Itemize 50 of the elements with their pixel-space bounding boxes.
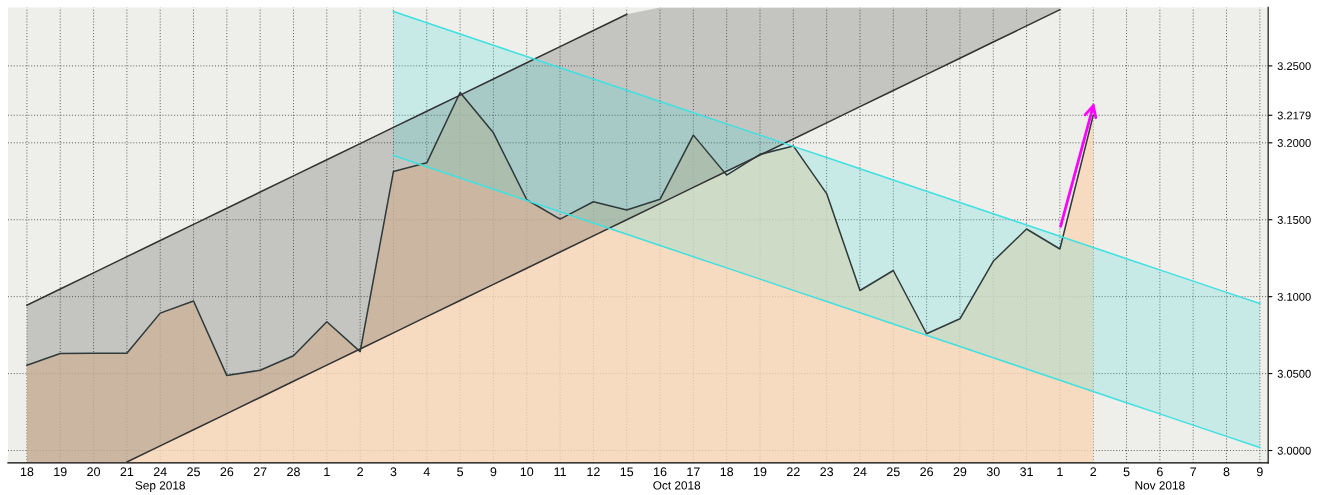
x-tick-label: 25 (187, 467, 200, 477)
x-tick-label: 2 (1090, 467, 1097, 477)
y-tick-label: 3.1500 (1277, 216, 1311, 224)
text: Nov 2018 (1135, 481, 1185, 490)
x-tick-label: 25 (886, 467, 900, 477)
line-series (392, 10, 1261, 305)
x-tick-label: 18 (720, 467, 734, 477)
x-tick-label: 22 (787, 467, 800, 477)
x-tick-label: 2 (357, 467, 363, 477)
x-tick-label: 3 (390, 467, 397, 477)
x-tick-label: 5 (1123, 467, 1130, 477)
x-tick-label: 20 (87, 467, 101, 477)
x-tick-label: 6 (1157, 467, 1163, 477)
x-tick-label: 19 (754, 467, 767, 477)
x-tick-label: 5 (457, 467, 464, 477)
y-tick-label: 3.0000 (1277, 446, 1311, 455)
x-tick-label: 10 (520, 467, 534, 477)
x-tick-label: 29 (953, 467, 967, 477)
x-tick-label: 23 (820, 467, 834, 477)
x-tick-label: 19 (54, 467, 67, 477)
x-tick-label: 1 (1057, 467, 1063, 477)
x-tick-label: 31 (1020, 467, 1033, 477)
x-tick-label: 7 (1190, 467, 1197, 477)
x-tick-label: 11 (554, 467, 566, 477)
x-tick-label: 12 (587, 467, 600, 477)
y-tick-label: 3.1000 (1277, 292, 1311, 301)
x-tick-label: 27 (253, 467, 267, 477)
line-series (392, 154, 1261, 449)
y-tick-label: 3.0500 (1277, 369, 1311, 378)
x-tick-label: 26 (920, 467, 934, 477)
x-tick-label: 15 (620, 467, 634, 477)
x-tick-label: 9 (1256, 467, 1263, 477)
x-tick-label: 28 (287, 467, 300, 477)
x-tick-label: 24 (153, 467, 167, 477)
x-tick-label: 18 (20, 467, 34, 477)
x-tick-label: 26 (220, 467, 234, 477)
x-tick-label: 8 (1223, 467, 1230, 477)
x-tick-label: 16 (654, 467, 667, 477)
text: Sep 2018 (135, 481, 185, 492)
x-tick-label: 9 (490, 467, 497, 477)
y-tick-label: 3.2000 (1277, 139, 1311, 147)
x-tick-label: 4 (423, 467, 430, 477)
y-tick-label: 3.2179 (1277, 111, 1311, 120)
x-tick-label: 24 (853, 467, 867, 477)
x-tick-label: 1 (324, 467, 330, 477)
x-tick-label: 30 (986, 467, 1000, 477)
x-tick-label: 21 (120, 467, 134, 477)
y-tick-label: 3.2500 (1277, 62, 1311, 71)
x-tick-label: 17 (687, 467, 700, 477)
text: Oct 2018 (653, 481, 701, 490)
